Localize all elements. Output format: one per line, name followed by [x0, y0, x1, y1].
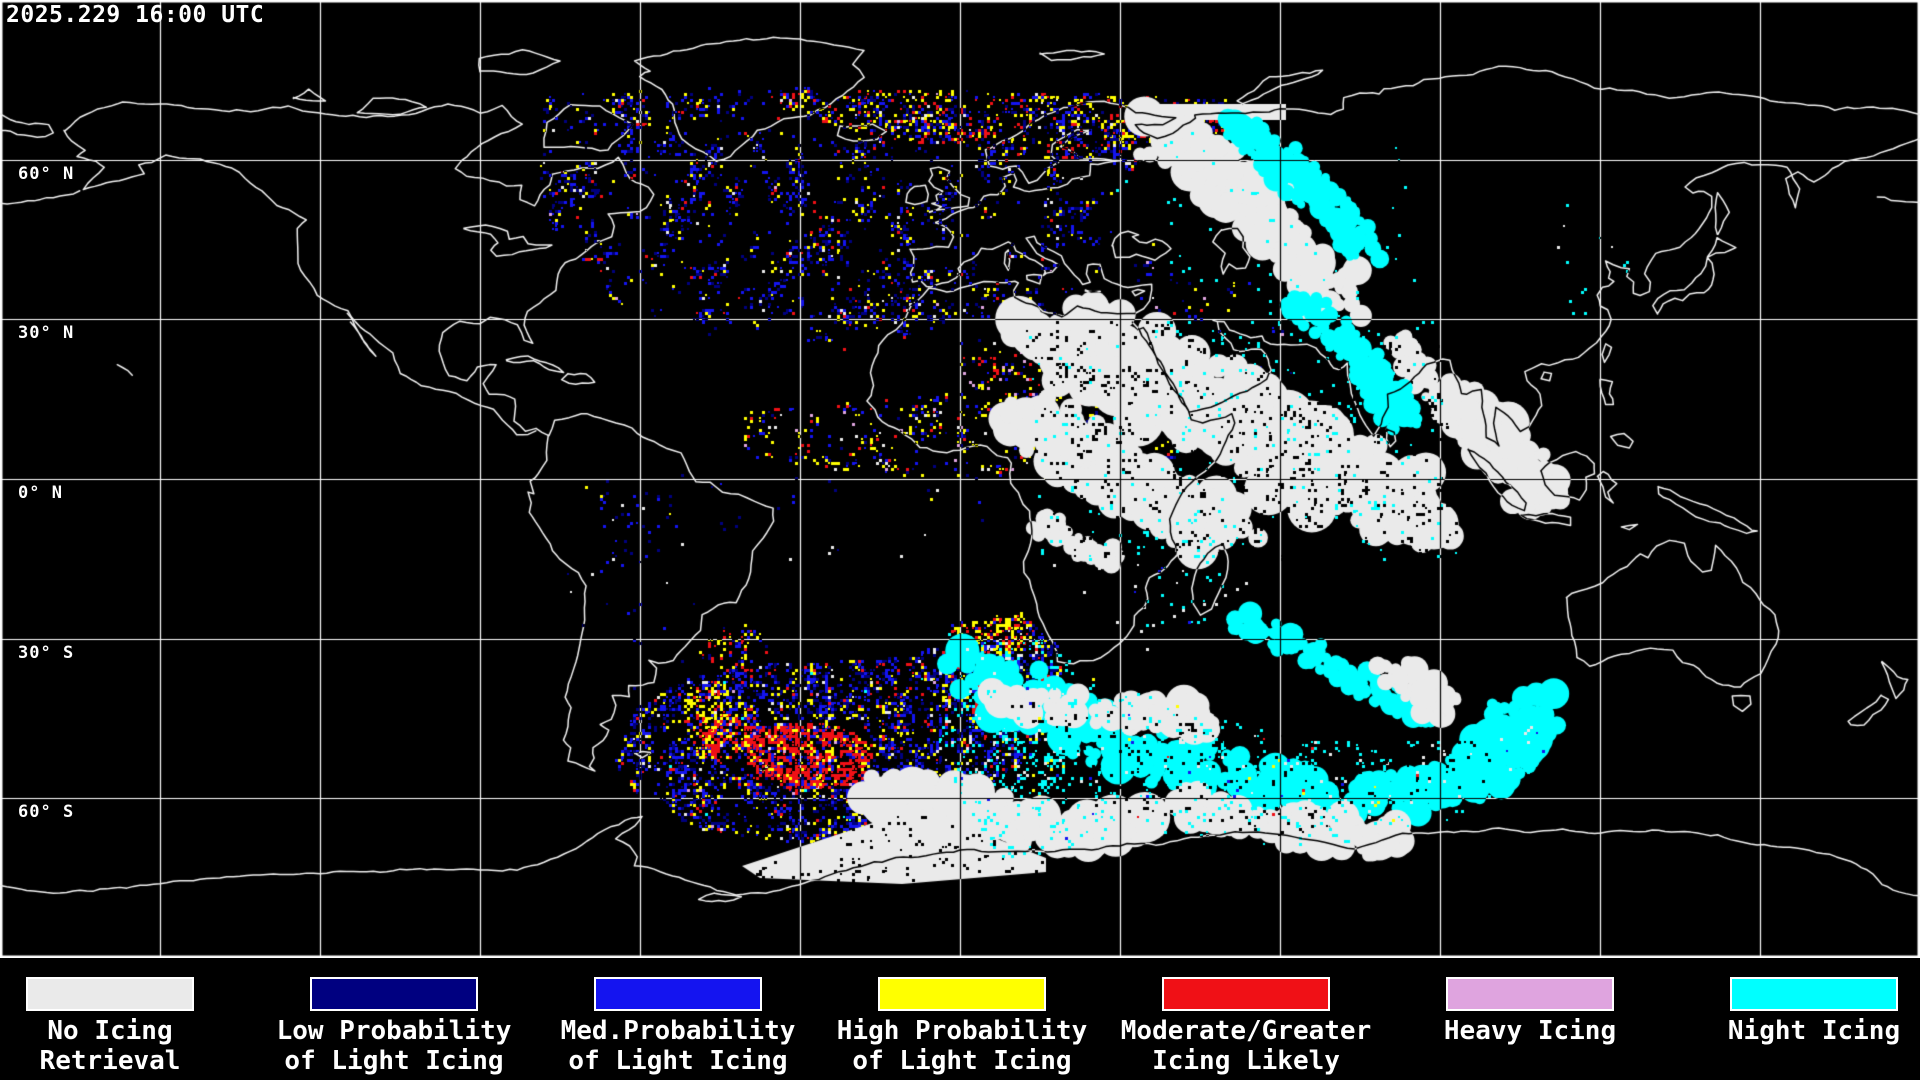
legend-entry-night: Night Icing [1672, 958, 1920, 1046]
legend-label-line2: of Light Icing [852, 1046, 1072, 1076]
legend-swatch-heavy [1446, 977, 1614, 1011]
legend-swatch-night [1730, 977, 1898, 1011]
world-map-canvas [0, 0, 1920, 958]
latitude-label: 30° S [18, 642, 75, 663]
timestamp: 2025.229 16:00 UTC [6, 2, 265, 28]
legend-swatch-low [310, 977, 478, 1011]
latitude-label: 0° N [18, 483, 63, 503]
legend-swatch-moderate [1162, 977, 1330, 1011]
legend-label-line1: Heavy Icing [1443, 1016, 1617, 1046]
legend: No Icing Retrieval Low Probability of Light… [0, 958, 1920, 1080]
legend-entry-heavy: Heavy Icing [1388, 958, 1672, 1046]
legend-entry-med: Med.Probability of Light Icing [536, 958, 820, 1076]
legend-label-line2: of Light Icing [284, 1046, 504, 1076]
legend-label-line1: Low Probability [276, 1016, 512, 1046]
legend-entry-high: High Probability of Light Icing [820, 958, 1104, 1076]
legend-swatch-no_icing [26, 977, 194, 1011]
legend-entry-moderate: Moderate/Greater Icing Likely [1104, 958, 1388, 1076]
legend-label-line2: of Light Icing [568, 1046, 788, 1076]
latitude-label: 60° S [18, 802, 75, 823]
latitude-label: 30° N [18, 323, 75, 344]
legend-label-line2: Retrieval [39, 1046, 181, 1076]
legend-label-line1: Moderate/Greater [1120, 1016, 1372, 1046]
legend-label-line2: Icing Likely [1152, 1046, 1340, 1076]
legend-label-line1: Night Icing [1727, 1016, 1901, 1046]
legend-swatch-high [878, 977, 1046, 1011]
legend-label-line1: No Icing [47, 1016, 173, 1046]
legend-swatch-med [594, 977, 762, 1011]
legend-entry-no_icing: No Icing Retrieval [0, 958, 252, 1076]
legend-label-line1: Med.Probability [560, 1016, 796, 1046]
legend-entry-low: Low Probability of Light Icing [252, 958, 536, 1076]
legend-label-line1: High Probability [836, 1016, 1088, 1046]
latitude-label: 60° N [18, 163, 75, 184]
